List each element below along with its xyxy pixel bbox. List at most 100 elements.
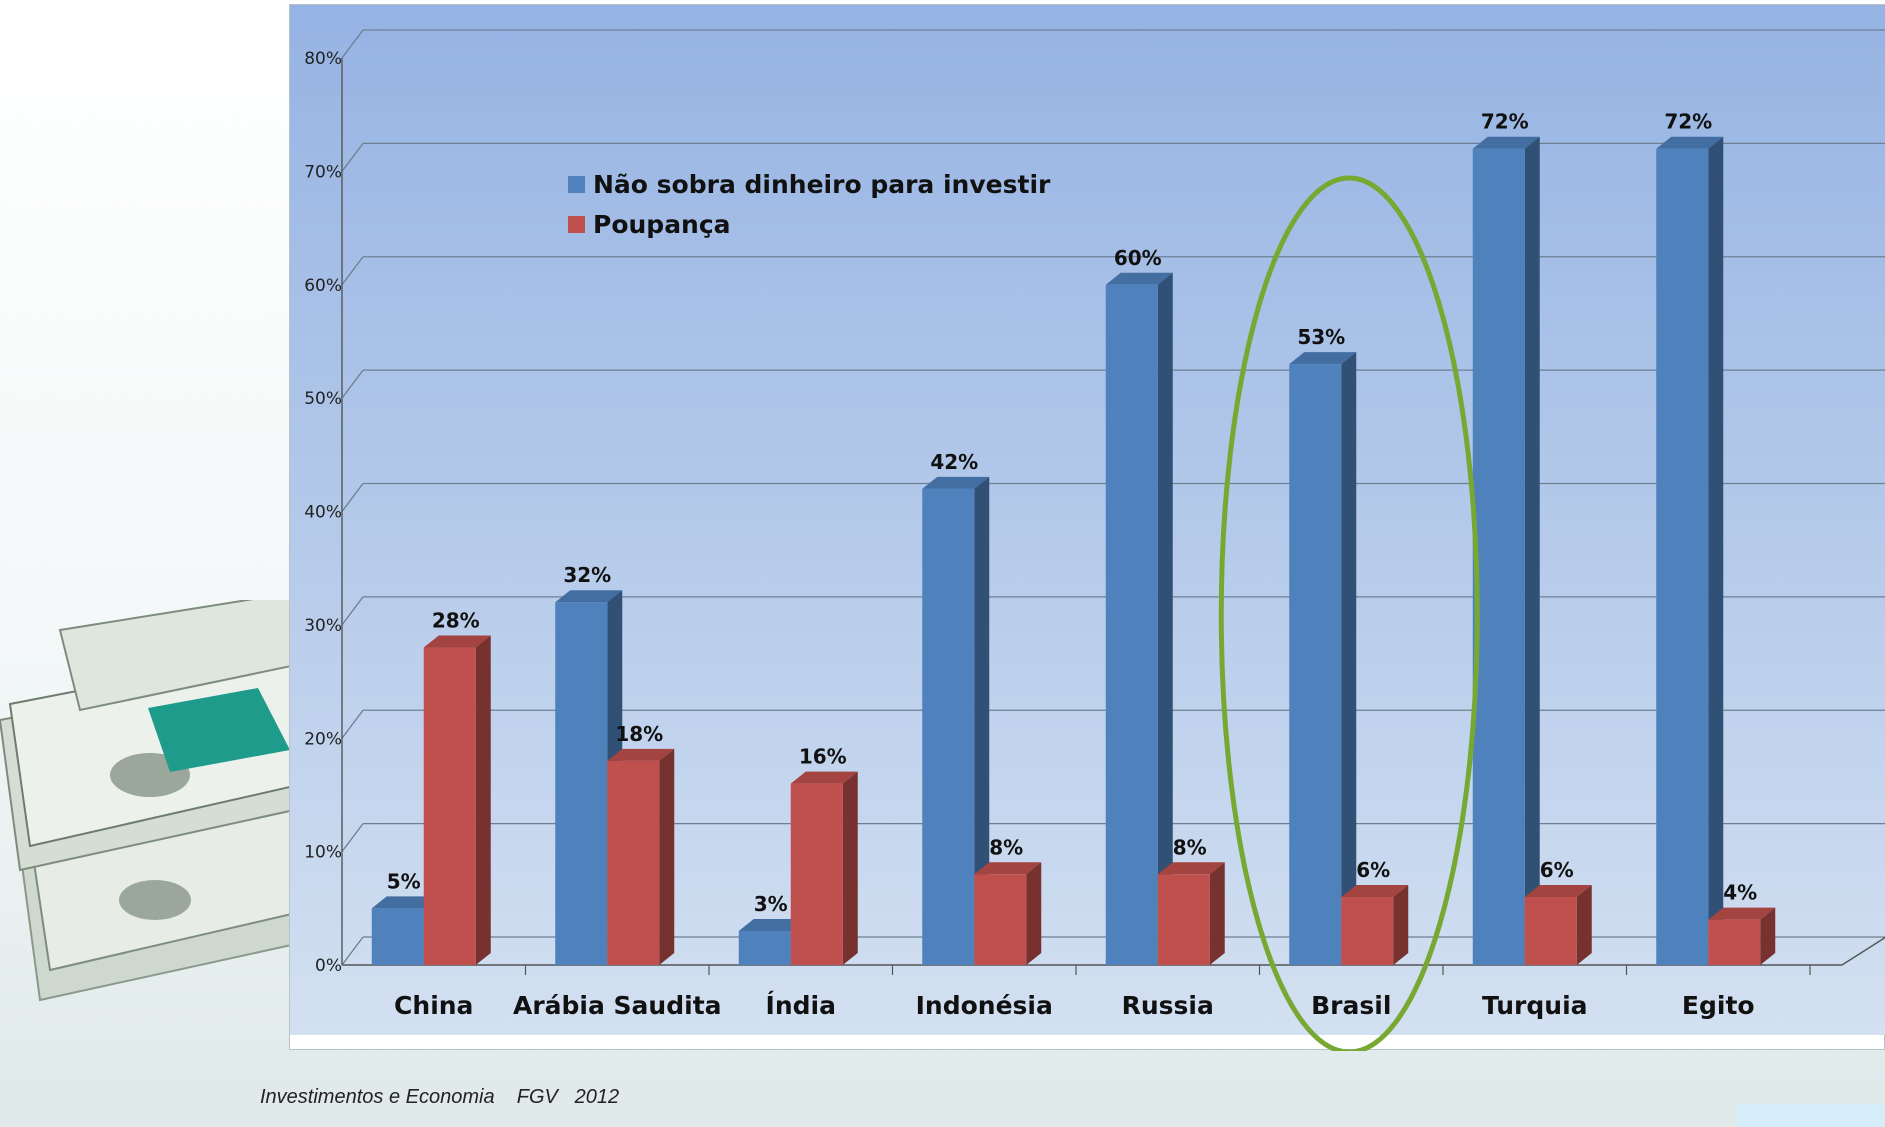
data-label: 72%	[1481, 110, 1529, 134]
bar	[1289, 352, 1357, 965]
y-tick-label: 20%	[304, 729, 342, 749]
gridline-side	[341, 823, 364, 853]
bar-top	[790, 771, 858, 784]
bar-side	[1341, 352, 1357, 965]
bar-top	[738, 918, 806, 931]
gridline-side	[341, 483, 364, 512]
bar	[1105, 272, 1173, 965]
bar-front	[738, 930, 791, 965]
gridline-side	[341, 709, 364, 739]
gridline-side	[341, 596, 364, 626]
y-tick-label: 60%	[304, 276, 342, 296]
bar	[790, 771, 858, 965]
plot-background	[290, 5, 1885, 1035]
data-label: 60%	[1114, 246, 1162, 270]
bar-side	[1157, 272, 1173, 965]
data-label: 8%	[1173, 835, 1207, 859]
bar-side	[1393, 884, 1409, 965]
bar-side	[842, 771, 858, 965]
y-tick-label: 40%	[304, 503, 342, 523]
bar-top	[1524, 884, 1592, 897]
legend-swatch	[568, 176, 585, 193]
data-label: 53%	[1297, 325, 1345, 349]
data-label: 72%	[1664, 110, 1712, 134]
bar-top	[922, 476, 990, 489]
column-chart: 0% 10% 20% 30% 40% 50% 60% 70% 80% China Arábia Sa…	[290, 5, 1885, 1051]
gridline-side	[341, 142, 364, 172]
bar-side	[1708, 136, 1724, 965]
data-label: 16%	[799, 745, 847, 769]
x-category-label: Arábia Saudita	[513, 991, 722, 1020]
bar-top	[1472, 136, 1540, 149]
bar-front	[1289, 364, 1342, 965]
bar	[423, 635, 491, 965]
bar-front	[1157, 874, 1210, 965]
bar-top	[1105, 272, 1173, 285]
footer-source-note: Investimentos e Economia FGV 2012	[260, 1086, 620, 1108]
bar-side	[1576, 884, 1592, 965]
x-category-label: Turquia	[1482, 991, 1588, 1020]
bar-top	[423, 635, 491, 648]
bar-side	[974, 476, 990, 965]
bar-top	[1341, 884, 1409, 897]
data-label: 28%	[432, 609, 480, 633]
gridline-side	[341, 256, 364, 286]
data-label: 5%	[387, 869, 421, 893]
data-label: 4%	[1723, 881, 1757, 905]
data-label: 6%	[1540, 858, 1574, 882]
bar-top	[1157, 862, 1225, 875]
bar-front	[974, 874, 1027, 965]
legend-label: Não sobra dinheiro para investir	[593, 170, 1051, 199]
bar-top	[371, 896, 439, 909]
gridline-side	[341, 369, 364, 399]
bar-front	[1105, 284, 1158, 965]
x-category-label: Egito	[1682, 991, 1755, 1020]
y-tick-label: 80%	[304, 49, 342, 69]
bar	[974, 862, 1042, 965]
x-category-label: Indonésia	[916, 991, 1053, 1020]
bar-side	[1026, 862, 1042, 965]
bar-side	[1760, 907, 1776, 965]
bar	[1656, 136, 1724, 965]
gridline-side	[341, 936, 364, 966]
bar-front	[555, 602, 608, 965]
data-label: 3%	[754, 892, 788, 916]
bar-side	[1524, 136, 1540, 965]
bar-top	[555, 590, 623, 603]
bar	[1157, 862, 1225, 965]
bar-side	[1209, 862, 1225, 965]
bar-front	[1656, 148, 1709, 965]
bar-top	[1289, 352, 1357, 365]
bar	[922, 476, 990, 965]
y-tick-label: 50%	[304, 389, 342, 409]
data-label: 18%	[615, 722, 663, 746]
bar-front	[423, 647, 476, 965]
bar-front	[1472, 148, 1525, 965]
bar-front	[607, 760, 660, 965]
corner-tab	[1737, 1104, 1885, 1127]
bar-top	[1656, 136, 1724, 149]
y-tick-label: 70%	[304, 162, 342, 182]
data-label: 42%	[930, 450, 978, 474]
bar-top	[974, 862, 1042, 875]
bar	[607, 748, 675, 965]
bar-front	[922, 488, 975, 965]
y-tick-label: 30%	[304, 616, 342, 636]
bar	[1472, 136, 1540, 965]
y-tick-label: 10%	[304, 843, 342, 863]
bar-side	[659, 748, 675, 965]
bar-top	[1708, 907, 1776, 920]
bar-top	[607, 748, 675, 761]
bar-front	[1708, 919, 1761, 965]
bar	[1708, 907, 1776, 965]
y-tick-label: 0%	[315, 956, 342, 976]
legend-label: Poupança	[593, 210, 731, 239]
x-category-label: Russia	[1122, 991, 1214, 1020]
x-axis-depth	[1841, 936, 1885, 966]
bar	[1341, 884, 1409, 965]
data-label: 8%	[989, 835, 1023, 859]
highlight-ellipse	[1218, 175, 1480, 1051]
gridline-side	[341, 29, 364, 59]
bar-front	[371, 908, 424, 965]
legend-swatch	[568, 216, 585, 233]
